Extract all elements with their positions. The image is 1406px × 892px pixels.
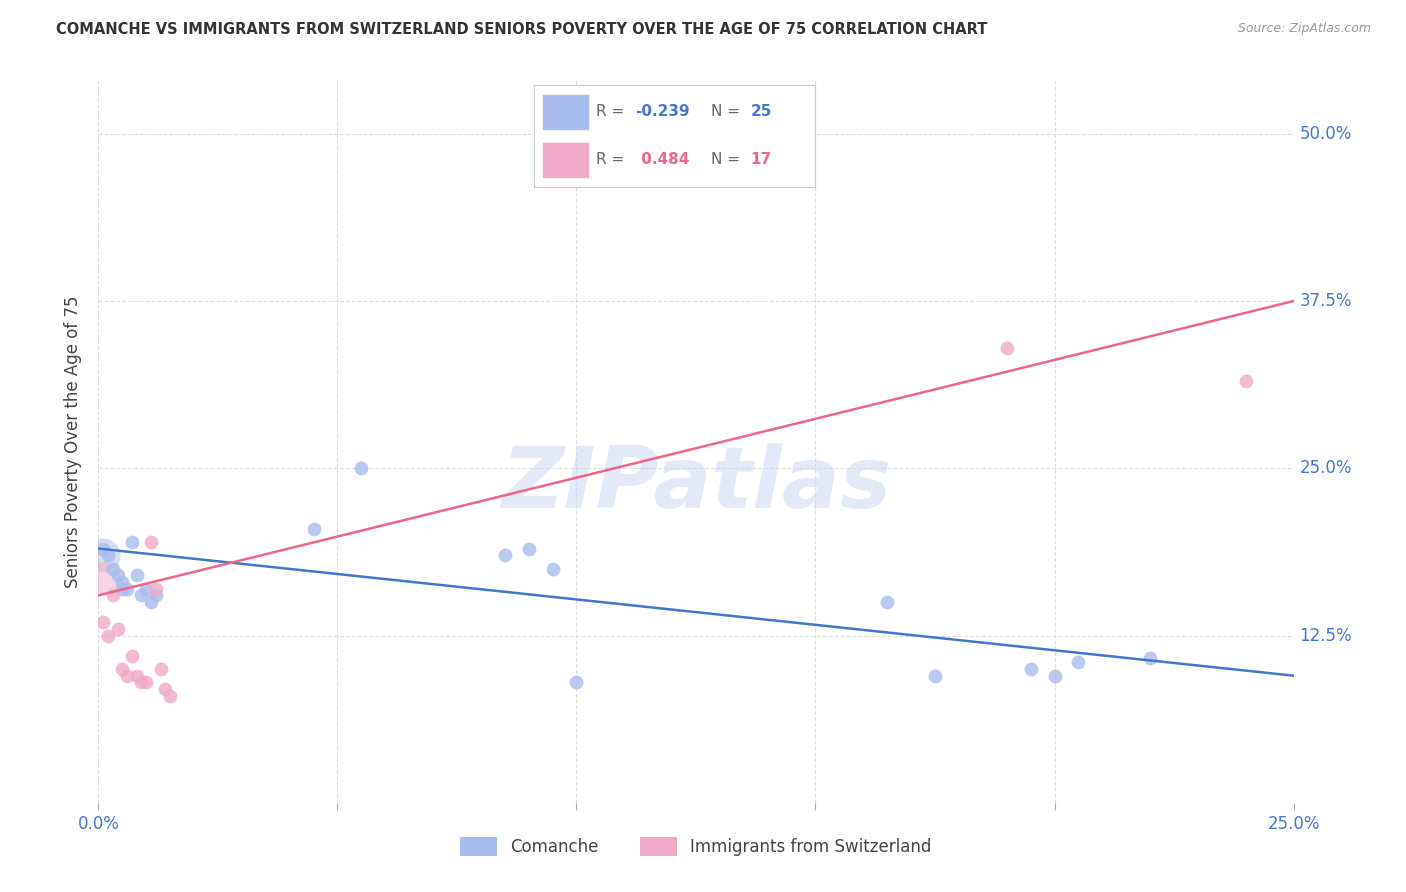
Point	[121, 648, 143, 663]
Point	[91, 615, 114, 630]
Point	[139, 534, 162, 549]
Point	[302, 521, 325, 535]
Point	[125, 568, 148, 582]
Point	[155, 681, 177, 696]
Point	[91, 541, 114, 556]
Text: R =: R =	[596, 103, 630, 119]
Point	[876, 595, 898, 609]
Point	[139, 595, 162, 609]
Point	[1234, 375, 1257, 389]
Text: R =: R =	[596, 153, 630, 167]
Text: ZIPatlas: ZIPatlas	[501, 443, 891, 526]
Point	[1019, 662, 1042, 676]
Text: N =: N =	[711, 103, 745, 119]
Point	[131, 675, 153, 690]
Point	[107, 568, 129, 582]
Point	[159, 689, 181, 703]
Bar	[543, 144, 588, 177]
Text: 0.484: 0.484	[636, 153, 689, 167]
Point	[995, 341, 1018, 355]
Point	[924, 669, 946, 683]
Text: COMANCHE VS IMMIGRANTS FROM SWITZERLAND SENIORS POVERTY OVER THE AGE OF 75 CORRE: COMANCHE VS IMMIGRANTS FROM SWITZERLAND …	[56, 22, 987, 37]
Point	[111, 575, 134, 590]
Text: Source: ZipAtlas.com: Source: ZipAtlas.com	[1237, 22, 1371, 36]
Point	[149, 662, 172, 676]
Point	[101, 562, 124, 576]
Text: 37.5%: 37.5%	[1299, 292, 1353, 310]
Point	[115, 582, 138, 596]
Point	[145, 589, 167, 603]
Point	[1043, 669, 1066, 683]
Point	[91, 548, 114, 563]
Point	[350, 461, 373, 475]
Text: N =: N =	[711, 153, 745, 167]
Point	[494, 548, 516, 563]
Bar	[543, 95, 588, 128]
Point	[91, 571, 114, 585]
Point	[111, 582, 134, 596]
Text: 17: 17	[751, 153, 772, 167]
Point	[517, 541, 540, 556]
Y-axis label: Seniors Poverty Over the Age of 75: Seniors Poverty Over the Age of 75	[65, 295, 83, 588]
Point	[107, 622, 129, 636]
Point	[1067, 655, 1090, 669]
Point	[131, 589, 153, 603]
Point	[125, 669, 148, 683]
Point	[121, 534, 143, 549]
Text: 25.0%: 25.0%	[1299, 459, 1353, 477]
Point	[565, 675, 588, 690]
Point	[541, 562, 564, 576]
Text: 50.0%: 50.0%	[1299, 125, 1353, 143]
Point	[111, 662, 134, 676]
Point	[101, 589, 124, 603]
Text: 25: 25	[751, 103, 772, 119]
Point	[1139, 651, 1161, 665]
Point	[97, 628, 120, 642]
Point	[135, 675, 157, 690]
Text: -0.239: -0.239	[636, 103, 690, 119]
Point	[97, 548, 120, 563]
Point	[145, 582, 167, 596]
Text: 12.5%: 12.5%	[1299, 626, 1353, 645]
Point	[135, 582, 157, 596]
Point	[115, 669, 138, 683]
Legend: Comanche, Immigrants from Switzerland: Comanche, Immigrants from Switzerland	[454, 830, 938, 863]
